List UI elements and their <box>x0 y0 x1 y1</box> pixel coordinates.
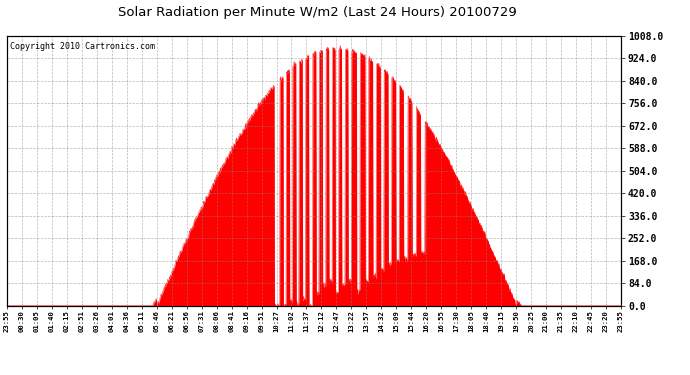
Text: Solar Radiation per Minute W/m2 (Last 24 Hours) 20100729: Solar Radiation per Minute W/m2 (Last 24… <box>118 6 517 19</box>
Text: Copyright 2010 Cartronics.com: Copyright 2010 Cartronics.com <box>10 42 155 51</box>
